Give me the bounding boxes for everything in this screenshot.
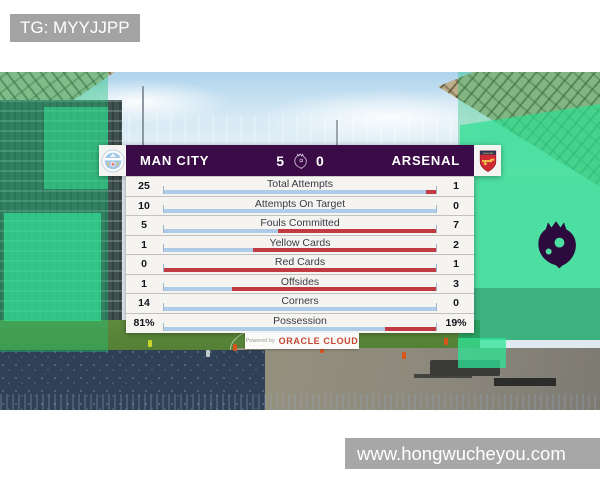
green-overlay-left-bright-2 — [4, 213, 101, 321]
sponsor-prefix: Powered by — [245, 338, 275, 344]
green-overlay-right-bright — [460, 104, 600, 340]
stat-label: Corners — [281, 295, 319, 307]
stat-row: 10 Attempts On Target 0 — [126, 197, 474, 216]
stat-row: 14 Corners 0 — [126, 294, 474, 314]
crowd-stand — [0, 350, 265, 410]
away-value: 1 — [453, 258, 459, 271]
match-stats-panel: MAN CITY 5 0 ARSENAL Arsenal — [99, 145, 501, 333]
stat-bar-away — [278, 228, 437, 233]
home-value: 81% — [133, 317, 155, 330]
stat-row: 5 Fouls Committed 7 — [126, 216, 474, 236]
away-value: 7 — [453, 219, 459, 232]
stat-bar-home — [163, 306, 437, 311]
stat-bar-away — [163, 267, 437, 272]
stat-row: 25 Total Attempts 1 — [126, 177, 474, 197]
stat-row: 81% Possession 19% — [126, 314, 474, 334]
away-value: 2 — [453, 238, 459, 251]
watermark-bottom-right: www.hongwucheyou.com — [345, 438, 600, 469]
green-overlay-right-shade — [460, 288, 600, 340]
stat-bar — [163, 205, 437, 213]
stat-bar-away — [231, 287, 437, 291]
home-score: 5 — [276, 152, 284, 169]
stat-bar — [163, 323, 437, 331]
svg-text:Arsenal: Arsenal — [483, 150, 493, 154]
stat-label: Red Cards — [274, 256, 326, 268]
stat-bar-home — [163, 287, 232, 291]
stat-label: Total Attempts — [267, 178, 333, 190]
stats-table: 25 Total Attempts 1 10 Attempts On Targe… — [126, 176, 474, 333]
lower-seats — [0, 394, 600, 410]
home-value: 25 — [138, 180, 150, 193]
green-overlay-left-bright-1 — [44, 107, 108, 189]
stat-bar-away — [384, 327, 437, 331]
home-value: 1 — [141, 238, 147, 251]
stat-bar-home — [163, 248, 254, 252]
stat-bar — [163, 185, 437, 194]
away-value: 19% — [445, 317, 467, 330]
stat-label: Offsides — [280, 275, 320, 288]
watermark-top-left: TG: MYYJJPP — [10, 14, 140, 42]
score-group: 5 0 — [276, 153, 324, 169]
premier-league-lion-logo — [532, 219, 580, 269]
stat-row: 1 Yellow Cards 2 — [126, 236, 474, 255]
stat-row: 1 Offsides 3 — [126, 275, 474, 294]
home-value: 5 — [141, 219, 147, 232]
stat-bar-away — [426, 189, 437, 194]
home-value: 1 — [141, 277, 147, 290]
away-score: 0 — [316, 152, 324, 169]
stat-bar-home — [163, 327, 385, 331]
away-value: 0 — [453, 199, 459, 212]
stat-label: Yellow Cards — [269, 236, 331, 249]
stat-bar-away — [253, 248, 437, 252]
stat-bar — [163, 302, 437, 311]
green-overlay-right-tail — [458, 338, 506, 368]
antenna — [336, 120, 338, 146]
stat-bar-home — [163, 189, 427, 194]
walkway — [235, 348, 600, 410]
far-stand — [100, 115, 480, 147]
floodlight-mast — [142, 86, 144, 148]
sponsor-strip: Powered by ORACLE CLOUD — [245, 333, 359, 349]
stat-bar-home — [163, 209, 437, 213]
stat-row: 0 Red Cards 1 — [126, 255, 474, 275]
stat-bar — [163, 263, 437, 272]
home-value: 10 — [138, 199, 150, 212]
premier-league-lion-icon — [294, 152, 307, 169]
home-value: 14 — [138, 297, 150, 310]
away-value: 3 — [453, 277, 459, 290]
stat-label: Possession — [273, 314, 327, 327]
away-value: 1 — [453, 180, 459, 193]
home-value: 0 — [141, 258, 147, 271]
away-team-name: ARSENAL — [391, 153, 460, 168]
man-city-crest-icon — [99, 145, 126, 176]
stat-bar — [163, 224, 437, 233]
home-team-name: MAN CITY — [140, 153, 210, 168]
scoreboard-header: MAN CITY 5 0 ARSENAL — [126, 145, 474, 176]
stat-label: Attempts On Target — [254, 197, 346, 210]
arsenal-crest-icon: Arsenal — [474, 145, 501, 176]
stat-bar-home — [163, 228, 279, 233]
oracle-cloud-logo: ORACLE CLOUD — [278, 336, 359, 346]
stewards — [148, 340, 152, 347]
stat-label: Fouls Committed — [260, 217, 340, 229]
stat-bar — [163, 283, 437, 291]
stat-bar — [163, 244, 437, 252]
away-value: 0 — [453, 297, 459, 310]
